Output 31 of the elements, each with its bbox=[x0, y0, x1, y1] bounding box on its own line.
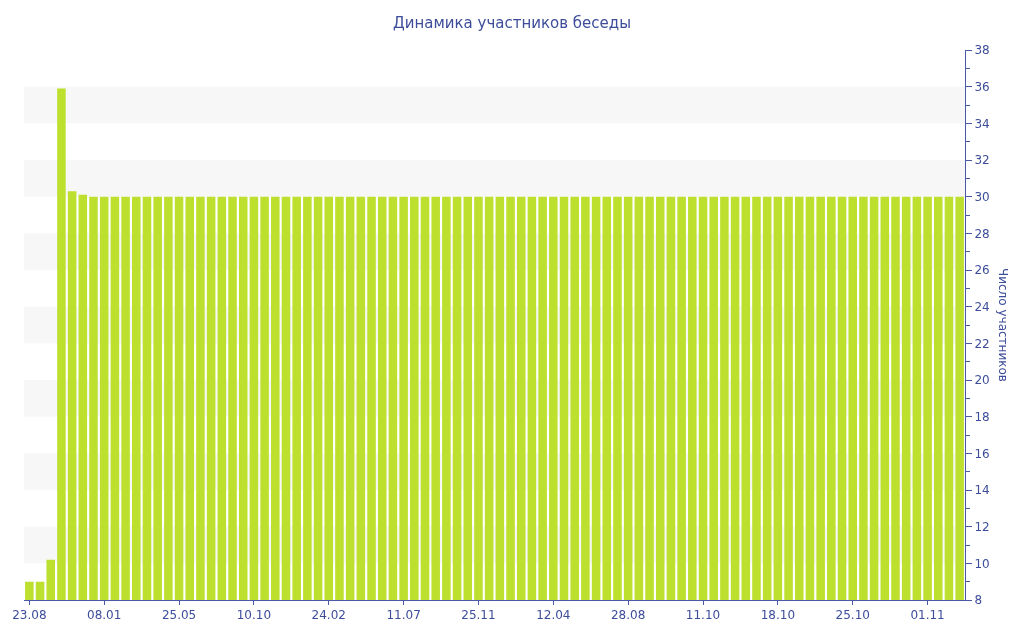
x-tick-label: 08.01 bbox=[87, 608, 122, 623]
y-tick-label: 38 bbox=[974, 43, 990, 58]
y-tick-label: 10 bbox=[974, 556, 990, 571]
x-tick-label: 23.08 bbox=[12, 608, 47, 623]
y-tick-label: 20 bbox=[974, 373, 990, 388]
y-tick-label: 18 bbox=[974, 409, 990, 424]
y-tick-label: 24 bbox=[974, 299, 990, 314]
x-tick-label: 18.10 bbox=[760, 608, 796, 623]
y-tick-label: 34 bbox=[974, 116, 990, 131]
x-tick-label: 11.10 bbox=[685, 608, 721, 623]
x-tick-label: 12.04 bbox=[536, 608, 571, 623]
y-tick-label: 36 bbox=[974, 79, 990, 94]
y-tick-label: 8 bbox=[974, 593, 983, 608]
y-axis-title: Число участников bbox=[996, 268, 1010, 382]
x-tick-label: 24.02 bbox=[311, 608, 346, 623]
x-tick-label: 25.11 bbox=[461, 608, 496, 623]
y-tick-label: 32 bbox=[974, 153, 990, 168]
y-tick-label: 16 bbox=[974, 446, 990, 461]
y-tick-label: 28 bbox=[974, 226, 990, 241]
x-tick-label: 11.07 bbox=[386, 608, 421, 623]
x-tick-label: 28.08 bbox=[610, 608, 646, 623]
y-tick-label: 22 bbox=[974, 336, 990, 351]
y-tick-label: 26 bbox=[974, 263, 990, 278]
x-tick-label: 10.10 bbox=[236, 608, 272, 623]
x-tick-label: 01.11 bbox=[910, 608, 945, 623]
x-tick-label: 25.10 bbox=[835, 608, 870, 623]
y-tick-label: 14 bbox=[974, 483, 990, 498]
x-tick-label: 25.05 bbox=[161, 608, 197, 623]
chart-title: Динамика участников беседы bbox=[392, 13, 632, 32]
y-tick-label: 12 bbox=[974, 519, 990, 534]
y-tick-label: 30 bbox=[974, 189, 990, 204]
